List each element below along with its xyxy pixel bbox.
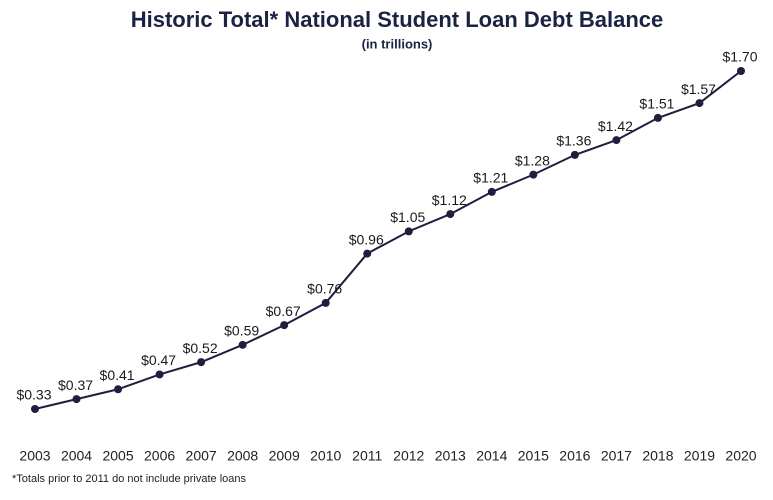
data-point	[31, 405, 39, 413]
data-label: $1.36	[556, 133, 591, 149]
chart-subtitle: (in trillions)	[362, 36, 433, 51]
data-point	[404, 227, 413, 236]
data-label: $1.12	[432, 192, 467, 208]
data-point	[197, 358, 206, 367]
data-point	[363, 249, 372, 258]
data-label: $0.41	[100, 367, 135, 383]
x-tick-label: 2012	[393, 448, 424, 464]
data-label: $0.59	[224, 323, 259, 339]
data-point	[653, 113, 662, 122]
data-point	[695, 99, 704, 108]
data-label: $0.76	[307, 281, 342, 297]
x-tick-label: 2015	[518, 448, 549, 464]
data-label: $0.33	[16, 387, 51, 403]
x-tick-label: 2011	[352, 448, 382, 464]
x-tick-label: 2010	[310, 448, 341, 464]
data-point	[72, 395, 81, 404]
x-tick-label: 2007	[186, 448, 217, 464]
x-tick-label: 2008	[227, 448, 258, 464]
data-label: $0.67	[266, 303, 301, 319]
data-point	[529, 170, 538, 179]
data-label: $0.47	[141, 352, 176, 368]
footnote: *Totals prior to 2011 do not include pri…	[12, 473, 246, 485]
data-point	[446, 210, 455, 219]
data-label: $1.05	[390, 209, 425, 225]
x-tick-label: 2009	[269, 448, 300, 464]
x-tick-label: 2019	[684, 448, 715, 464]
x-tick-label: 2003	[19, 448, 50, 464]
data-label: $0.96	[349, 231, 384, 247]
x-tick-label: 2006	[144, 448, 175, 464]
x-tick-label: 2020	[725, 448, 756, 464]
data-label: $0.37	[58, 377, 93, 393]
data-label: $1.28	[515, 152, 550, 168]
data-label: $1.51	[639, 96, 674, 112]
data-point	[570, 150, 579, 159]
x-tick-label: 2004	[61, 448, 92, 464]
data-label: $1.42	[598, 118, 633, 134]
x-tick-label: 2014	[476, 448, 507, 464]
data-label: $1.70	[722, 49, 757, 65]
x-tick-label: 2018	[642, 448, 673, 464]
chart-title: Historic Total* National Student Loan De…	[131, 7, 664, 32]
x-tick-label: 2017	[601, 448, 632, 464]
data-point	[155, 370, 164, 379]
data-point	[238, 340, 247, 349]
data-point	[487, 187, 496, 196]
series-line	[34, 70, 742, 410]
data-point	[280, 321, 289, 330]
data-point	[612, 136, 621, 145]
data-point	[321, 298, 330, 307]
x-tick-label: 2013	[435, 448, 466, 464]
data-label: $1.57	[681, 81, 716, 97]
x-tick-label: 2005	[102, 448, 133, 464]
data-point	[737, 67, 745, 75]
x-tick-label: 2016	[559, 448, 590, 464]
data-label: $0.52	[183, 340, 218, 356]
data-point	[114, 385, 123, 394]
data-label: $1.21	[473, 170, 508, 186]
